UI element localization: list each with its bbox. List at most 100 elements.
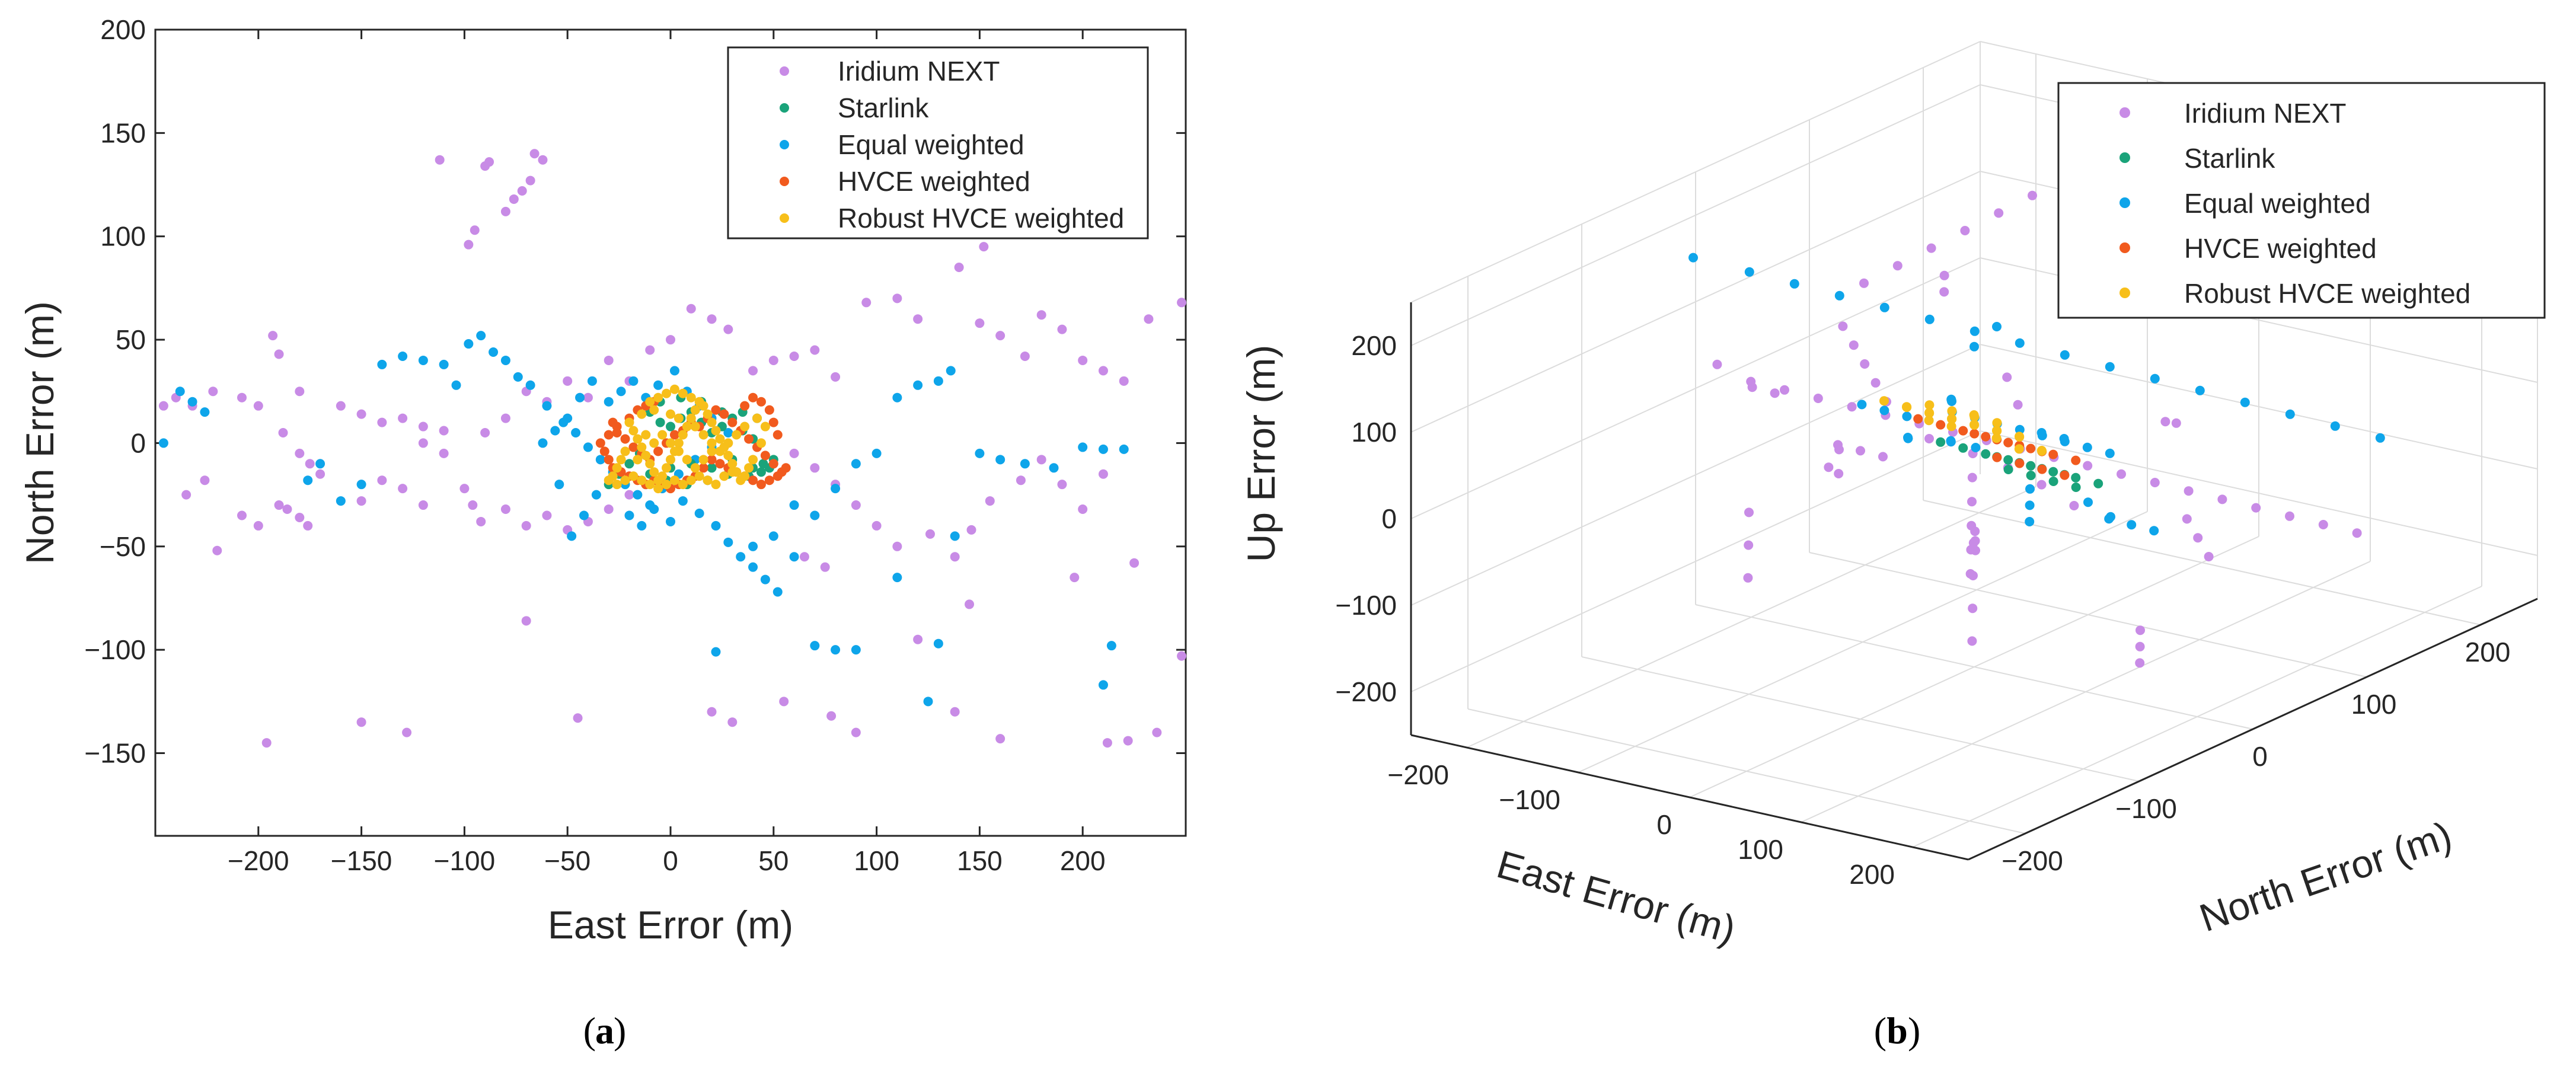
x-tick-label: −50 [544,845,590,876]
legend-marker-equal-weighted [2119,197,2130,208]
point-robust-hvce-weighted [604,475,614,486]
point-iridium-next [1177,298,1187,308]
x-axis-line [1410,734,1969,861]
point-iridium-next [158,401,168,411]
point-robust-hvce-weighted [707,446,717,456]
point-equal-weighted [736,552,746,562]
point-equal-weighted [418,355,428,365]
point-iridium-next [1102,738,1112,748]
point-iridium-next [500,504,510,515]
point-iridium-next [573,713,583,723]
point-equal-weighted [748,541,758,551]
point-equal-weighted [2015,424,2025,435]
point-equal-weighted [773,587,783,597]
point-equal-weighted [476,331,486,341]
point-iridium-next [1939,270,1949,280]
point-iridium-next [418,500,428,510]
grid-line [1410,84,1981,346]
point-equal-weighted [595,455,605,465]
point-iridium-next [1859,278,1869,288]
y-tick-label: −100 [84,634,146,665]
panel-b-legend: Iridium NEXT Starlink Equal weighted HVCE w… [2057,82,2546,319]
point-robust-hvce-weighted [748,455,758,465]
point-equal-weighted [1879,405,1889,416]
point-robust-hvce-weighted [740,421,750,432]
point-iridium-next [459,484,470,494]
point-iridium-next [686,304,696,314]
caption-b-letter: b [1886,1010,1908,1052]
point-robust-hvce-weighted [666,409,675,419]
point-robust-hvce-weighted [620,446,630,456]
point-iridium-next [468,500,478,510]
point-robust-hvce-weighted [678,388,688,398]
point-robust-hvce-weighted [612,480,622,490]
point-equal-weighted [563,413,573,423]
point-iridium-next [965,599,975,609]
point-iridium-next [295,512,305,522]
point-robust-hvce-weighted [2015,432,2025,442]
point-robust-hvce-weighted [612,463,622,473]
point-robust-hvce-weighted [662,388,672,398]
point-iridium-next [1878,452,1888,462]
caption-a-letter: a [595,1010,614,1052]
point-equal-weighted [571,428,581,437]
point-equal-weighted [1971,443,1981,452]
point-iridium-next [831,372,841,382]
legend-label-starlink: Starlink [2184,143,2275,174]
point-iridium-next [435,155,445,165]
point-iridium-next [851,727,861,737]
point-equal-weighted [356,480,366,490]
point-iridium-next [521,616,531,626]
point-equal-weighted [768,531,778,541]
point-hvce-weighted [711,405,721,415]
legend-marker-iridium-next [780,66,789,76]
point-robust-hvce-weighted [1924,408,1935,418]
point-equal-weighted [2195,385,2205,395]
point-robust-hvce-weighted [620,475,630,486]
svg-text:(: ( [1874,1010,1886,1052]
point-equal-weighted [1946,436,1956,446]
point-equal-weighted [851,459,861,469]
point-robust-hvce-weighted [673,446,684,456]
point-hvce-weighted [773,471,783,481]
x-tick-label: −100 [1499,784,1560,815]
point-iridium-next [2171,418,2181,428]
point-iridium-next [470,225,480,235]
point-robust-hvce-weighted [666,438,675,448]
point-hvce-weighted [764,405,774,415]
point-robust-hvce-weighted [645,397,655,407]
point-iridium-next [521,520,531,531]
point-hvce-weighted [764,475,774,486]
point-iridium-next [398,413,408,423]
point-iridium-next [995,734,1005,744]
point-iridium-next [975,318,985,328]
point-robust-hvce-weighted [686,475,696,486]
x-tick-label: 0 [663,845,678,876]
panel-b-x-axis-label: East Error (m) [1492,842,1741,951]
point-iridium-next [1834,469,1844,478]
legend-box [2057,82,2546,319]
point-iridium-next [604,504,614,515]
y-tick-label: 200 [100,14,146,45]
point-iridium-next [418,438,428,448]
point-equal-weighted [439,359,449,369]
point-iridium-next [200,475,210,486]
point-iridium-next [295,387,305,397]
x-tick-label: 200 [1060,845,1106,876]
point-iridium-next [181,490,191,500]
point-iridium-next [1824,462,1834,472]
point-equal-weighted [760,574,770,584]
point-equal-weighted [892,392,902,403]
point-iridium-next [212,545,222,555]
legend-marker-iridium-next [2119,107,2130,118]
point-hvce-weighted [2037,464,2047,474]
point-iridium-next [476,516,486,526]
point-robust-hvce-weighted [669,475,679,486]
point-iridium-next [2117,469,2126,479]
point-iridium-next [1057,480,1067,490]
point-hvce-weighted [2015,458,2025,468]
point-equal-weighted [187,397,197,407]
point-iridium-next [1926,243,1936,253]
x-tick-label: 0 [1656,809,1672,840]
point-robust-hvce-weighted [628,426,639,436]
